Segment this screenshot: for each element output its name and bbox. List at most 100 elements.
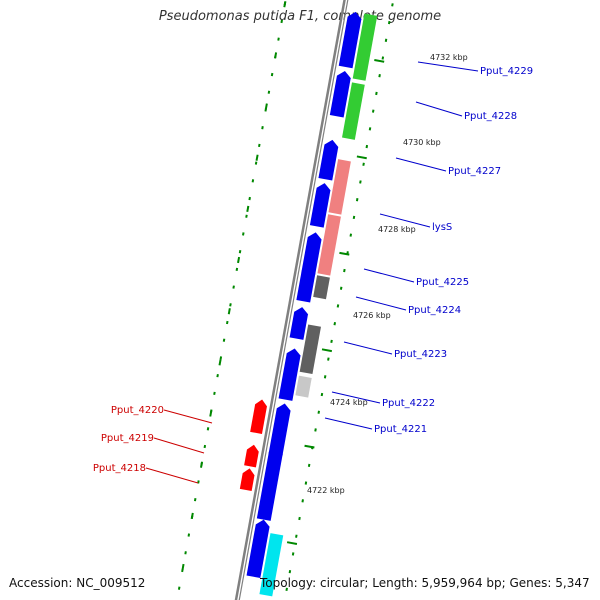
gene-label: lysS — [432, 222, 452, 233]
scale-tick — [321, 348, 333, 353]
dotted-guide — [352, 215, 356, 220]
gene-type-box — [295, 375, 312, 398]
cds-blue-box — [246, 519, 270, 578]
dotted-guide — [298, 516, 301, 521]
feature-tracks — [239, 11, 378, 597]
dotted-guide — [375, 91, 378, 96]
genome-summary-text: Topology: circular; Length: 5,959,964 bp… — [260, 576, 590, 590]
dotted-guide — [187, 533, 191, 537]
scale-tick — [304, 444, 315, 449]
dotted-guide — [333, 322, 337, 326]
dotted-guide — [238, 250, 242, 254]
dotted-guide — [184, 551, 187, 555]
accession-text: Accession: NC_009512 — [9, 576, 146, 590]
dotted-guide — [365, 144, 369, 149]
dotted-guide — [206, 427, 210, 431]
dotted-guide — [219, 356, 223, 360]
dotted-guide — [177, 586, 181, 590]
gene-type-box — [352, 13, 378, 81]
dotted-guide — [229, 303, 232, 307]
dotted-guide — [317, 410, 320, 414]
gene-labels: Pput_4229 Pput_4228 Pput_4227 lysS Pput_4225… — [93, 66, 533, 474]
dotted-guide — [277, 37, 280, 41]
guide-major-dash — [190, 512, 194, 520]
dotted-guide — [203, 444, 207, 449]
dotted-guides — [177, 2, 394, 592]
dotted-guide — [261, 126, 264, 130]
dotted-guide — [323, 375, 327, 379]
dotted-guide — [251, 179, 255, 183]
cds-blue-box — [338, 11, 362, 69]
dotted-guide — [371, 109, 375, 113]
scale-label: 4730 kbp — [403, 138, 441, 147]
scale-label: 4722 kbp — [307, 486, 345, 495]
backbone-line — [238, 0, 349, 600]
dotted-guide — [378, 74, 381, 78]
dotted-guide — [343, 268, 346, 273]
guide-major-dash — [264, 103, 268, 110]
gene-label: Pput_4228 — [464, 111, 517, 122]
cds-blue-box — [329, 70, 351, 118]
scale-label: 4726 kbp — [353, 311, 391, 320]
label-leader — [363, 268, 415, 283]
guide-major-dash — [237, 256, 241, 264]
dotted-guide — [327, 357, 330, 361]
scale-labels: 4732 kbp 4730 kbp 4728 kbp 4726 kbp 4724 kbp… — [307, 53, 468, 495]
label-leader — [163, 409, 213, 424]
dotted-guide — [304, 481, 308, 485]
dotted-guide — [288, 569, 292, 574]
dotted-guide — [291, 552, 295, 556]
dotted-guide — [216, 374, 219, 378]
dotted-guide — [336, 304, 340, 308]
dotted-guide — [301, 499, 304, 503]
dotted-guide — [384, 38, 388, 42]
guide-major-dash — [283, 1, 287, 8]
label-leader — [153, 437, 205, 454]
dotted-guide — [362, 162, 365, 166]
dotted-guide — [254, 161, 258, 165]
dotted-guide — [307, 463, 311, 468]
gene-type-box — [342, 82, 365, 140]
scale-label: 4732 kbp — [430, 53, 468, 62]
cds-blue-box — [268, 403, 291, 456]
dotted-guide — [267, 90, 271, 94]
scale-tick — [356, 155, 367, 160]
cds-blue-box — [296, 265, 316, 303]
label-leader — [324, 417, 373, 430]
dotted-guide — [193, 497, 197, 502]
dotted-guide — [381, 56, 385, 60]
gene-type-box — [299, 324, 321, 375]
label-leader — [355, 296, 407, 311]
cds-red-box — [250, 399, 267, 434]
gene-label: Pput_4218 — [93, 463, 146, 474]
label-leader — [415, 101, 463, 117]
label-leader — [395, 157, 447, 172]
gene-label: Pput_4229 — [480, 66, 533, 77]
label-leader — [145, 467, 199, 484]
cds-blue-box — [289, 307, 309, 340]
dotted-guide — [226, 320, 229, 325]
dotted-guide — [339, 286, 343, 290]
guide-major-dash — [255, 154, 259, 161]
gene-label: Pput_4221 — [374, 424, 427, 435]
label-leader — [417, 61, 479, 72]
label-leader — [343, 341, 393, 355]
dotted-guide — [295, 534, 298, 538]
dotted-guide — [387, 20, 391, 25]
dotted-guide — [248, 196, 251, 201]
gene-label: Pput_4220 — [111, 405, 164, 416]
dotted-guide — [242, 232, 245, 236]
gene-label: Pput_4227 — [448, 166, 501, 177]
guide-major-dash — [181, 563, 185, 571]
dotted-guide — [320, 392, 324, 397]
dotted-guide — [359, 180, 362, 184]
dotted-guide — [349, 233, 353, 237]
gene-label: Pput_4219 — [101, 433, 154, 444]
scale-ticks — [181, 1, 385, 571]
dotted-guide — [235, 267, 239, 272]
cds-blue-box — [278, 348, 301, 401]
dotted-guide — [355, 198, 359, 202]
cds-blue-box — [256, 446, 283, 521]
gene-label: Pput_4222 — [382, 398, 435, 409]
